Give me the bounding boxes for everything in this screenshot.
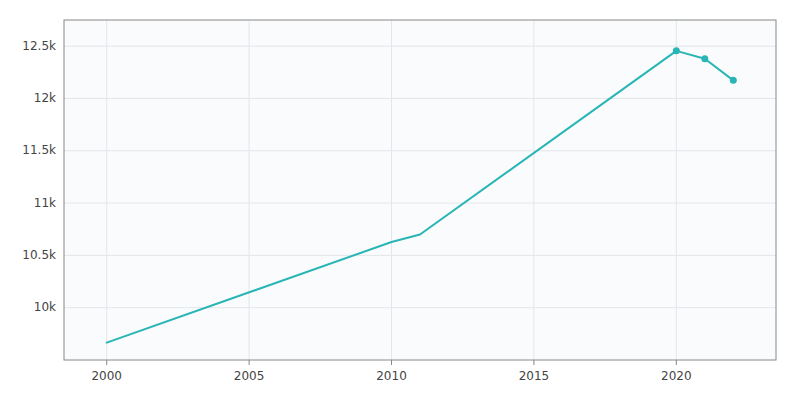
point (673, 47, 680, 54)
x-grid-line (106, 20, 107, 360)
line (107, 51, 734, 343)
y-tick-label: 11.5k (22, 143, 56, 157)
chart-container: 10k 10.5k 11k 11.5k 12k 12.5k 2000 2005 2010 2015… (0, 0, 800, 400)
y-tick-label: 12.5k (22, 39, 56, 53)
y-grid-line (64, 46, 776, 47)
y-grid-line (64, 255, 776, 256)
x-tick-mark (391, 360, 392, 365)
data-layer (107, 47, 737, 342)
plot-background (64, 20, 776, 360)
x-tick-label: 2000 (91, 369, 122, 383)
x-tick-label: 2005 (234, 369, 265, 383)
y-tick-label: 10.5k (22, 248, 56, 262)
x-tick-mark (249, 360, 250, 365)
point (730, 77, 737, 84)
chart-svg: 10k 10.5k 11k 11.5k 12k 12.5k 2000 2005 2010 2015… (0, 0, 800, 400)
y-tick-label: 10k (34, 300, 56, 314)
x-tick-mark (676, 360, 677, 365)
axes: 10k 10.5k 11k 11.5k 12k 12.5k 2000 2005 2010 2015… (22, 20, 776, 383)
grid (64, 20, 776, 360)
x-tick-label: 2020 (661, 369, 692, 383)
x-tick-mark (533, 360, 534, 365)
y-grid-line (64, 98, 776, 99)
plot-frame (64, 20, 776, 360)
x-tick-mark (106, 360, 107, 365)
point (701, 55, 708, 62)
x-tick-label: 2010 (376, 369, 407, 383)
x-tick-label: 2015 (519, 369, 550, 383)
x-grid-line (676, 20, 677, 360)
x-grid-line (249, 20, 250, 360)
y-tick-label: 12k (34, 91, 56, 105)
x-grid-line (533, 20, 534, 360)
y-grid-line (64, 203, 776, 204)
y-grid-line (64, 150, 776, 151)
y-grid-line (64, 307, 776, 308)
y-tick-label: 11k (34, 196, 56, 210)
x-grid-line (391, 20, 392, 360)
